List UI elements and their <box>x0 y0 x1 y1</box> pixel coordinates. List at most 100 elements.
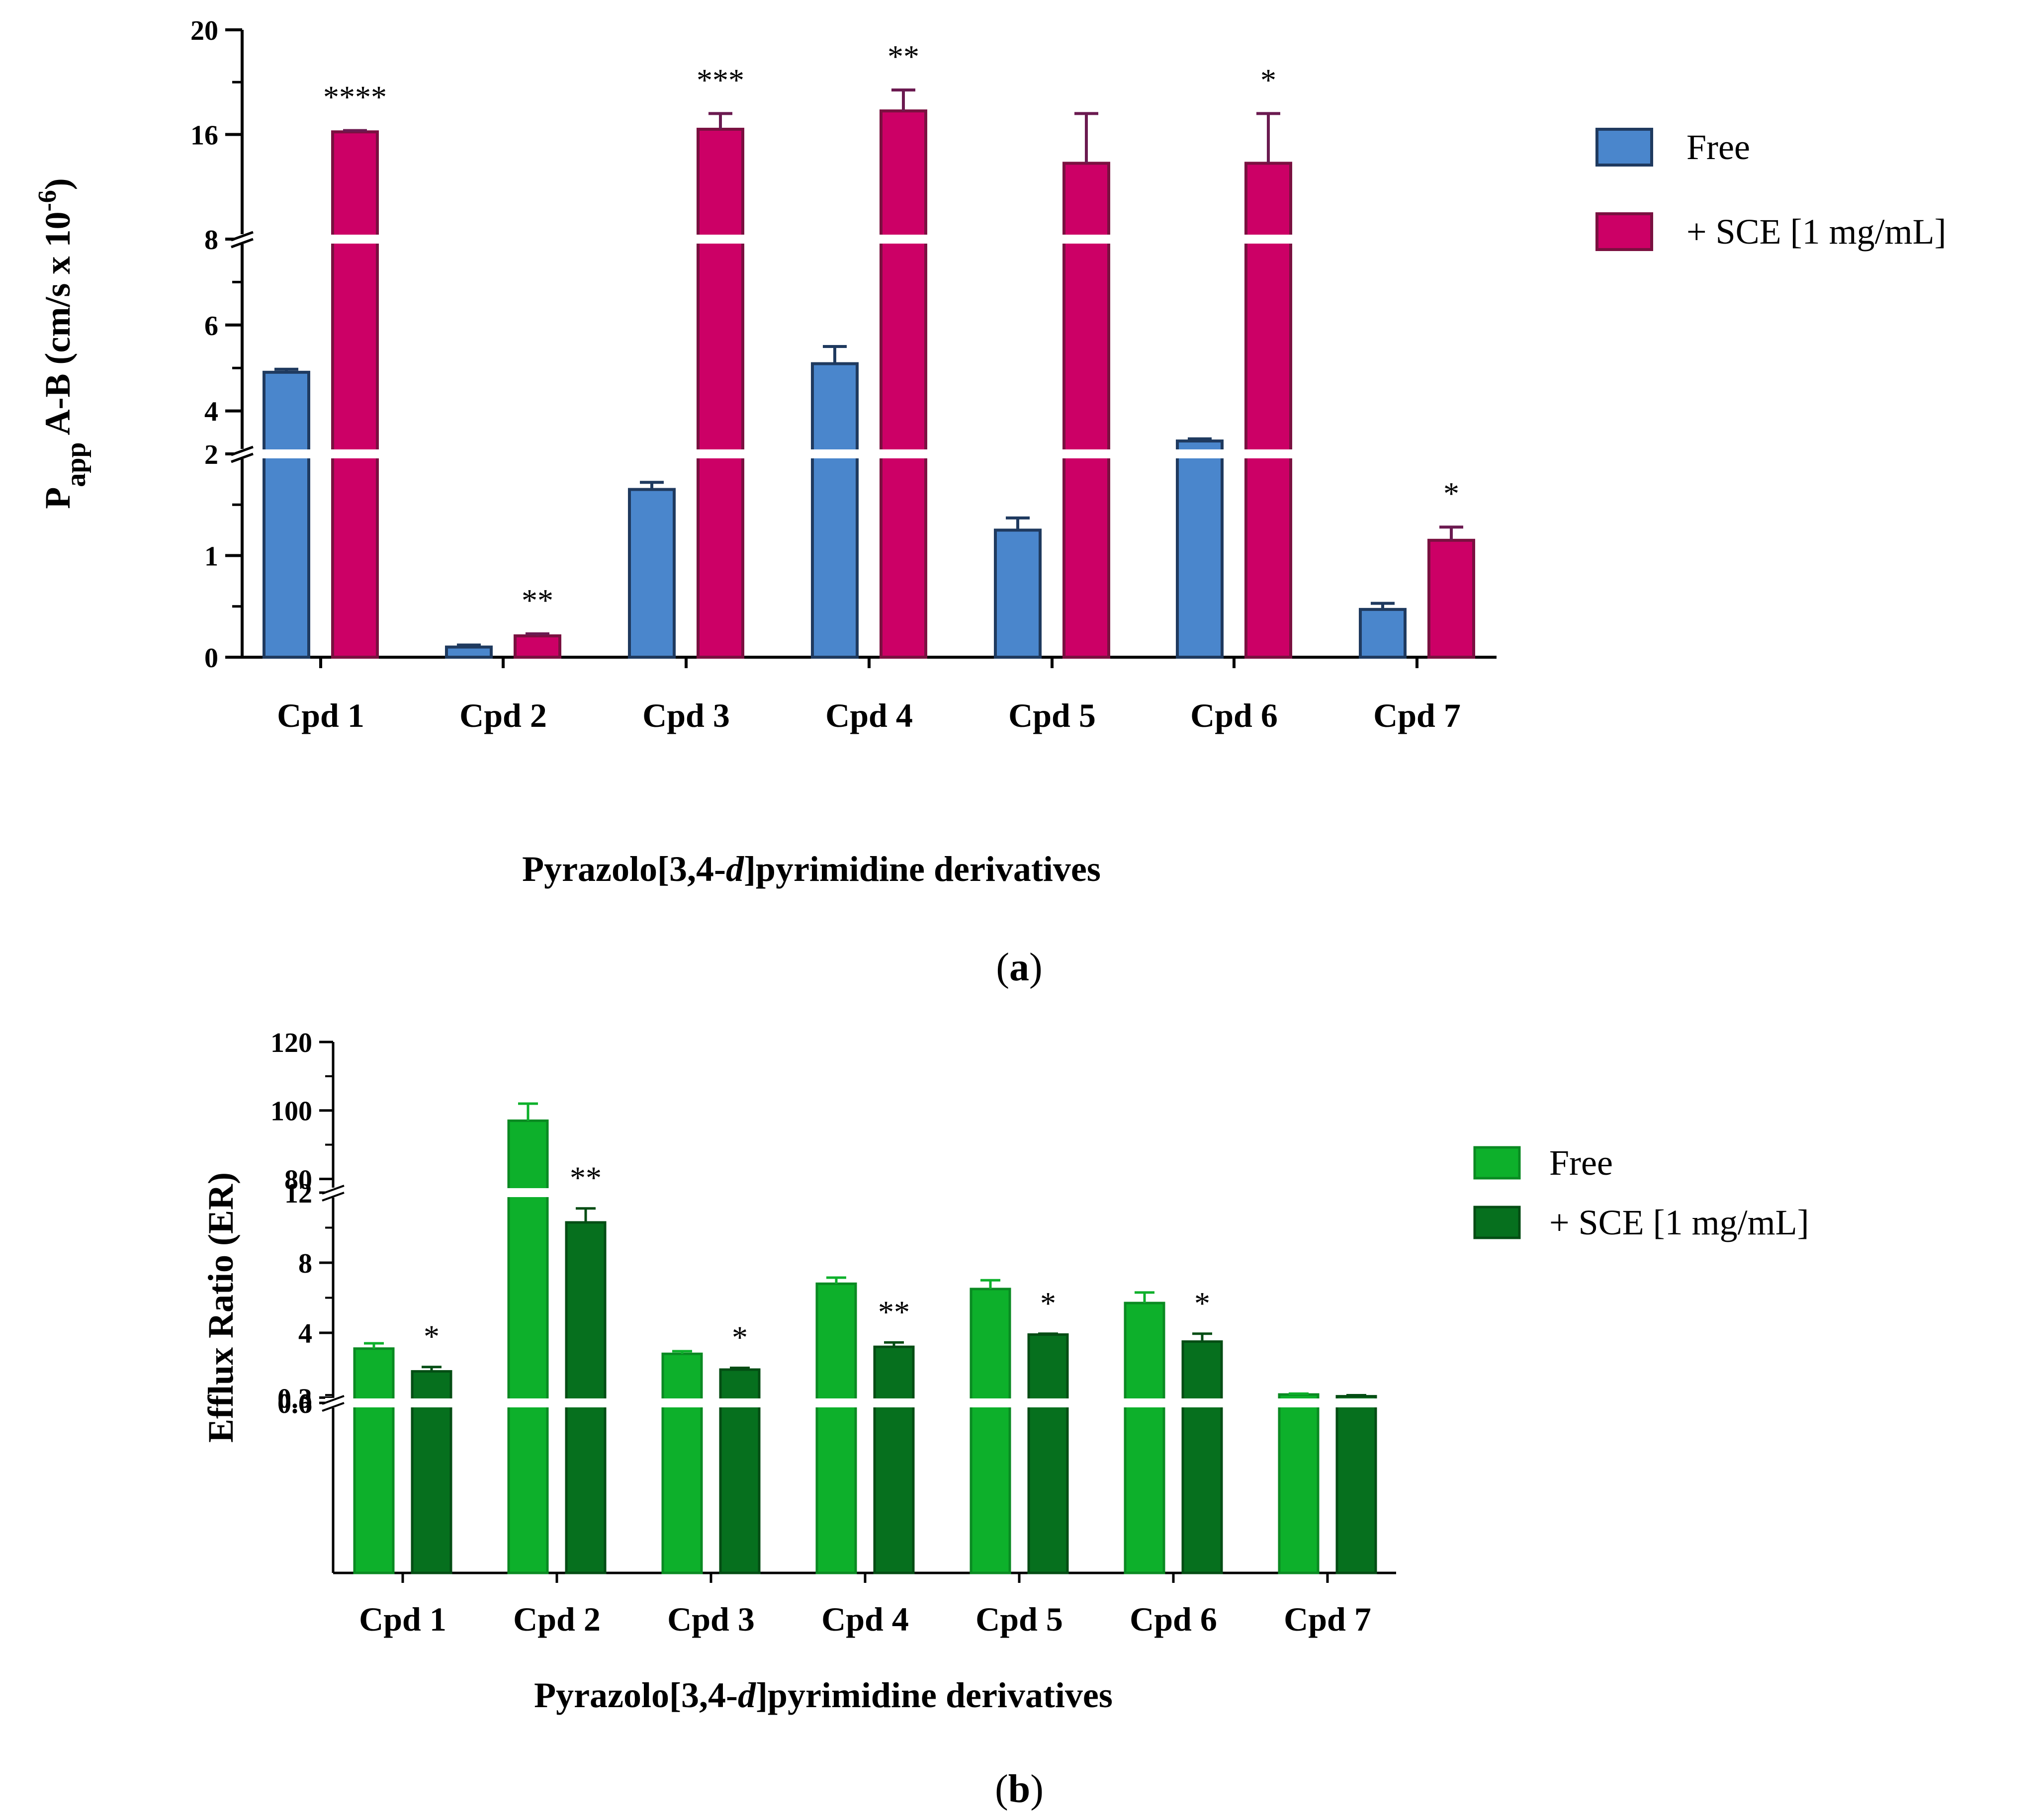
legend-swatch <box>1597 214 1652 250</box>
x-tick-label: Cpd 1 <box>359 1600 446 1638</box>
x-tick-label: Cpd 3 <box>642 696 730 734</box>
x-tick-label: Cpd 5 <box>975 1600 1063 1638</box>
x-tick-label: Cpd 2 <box>459 696 547 734</box>
y-axis-title-part: P <box>38 487 78 509</box>
significance-label: ** <box>887 39 919 74</box>
panel-label-letter: a <box>1009 946 1029 989</box>
y-tick-label: 20 <box>190 15 218 46</box>
y-tick-label: 8 <box>298 1248 312 1279</box>
y-tick-label: 0 <box>204 643 218 674</box>
legend-swatch <box>1475 1207 1519 1238</box>
legend-swatch <box>1597 129 1652 165</box>
axis-break-gap <box>335 1398 1396 1407</box>
y-tick-label: 120 <box>270 1028 312 1058</box>
x-tick-label: Cpd 7 <box>1373 696 1461 734</box>
x-axis-title: Pyrazolo[3,4-d]pyrimidine derivatives <box>534 1675 1113 1715</box>
y-tick-label: 100 <box>270 1096 312 1127</box>
bar <box>881 111 926 657</box>
bar <box>515 636 560 657</box>
legend-label: Free <box>1686 127 1750 167</box>
bar <box>875 1347 913 1573</box>
panel-label-paren: ) <box>1030 1767 1044 1811</box>
panel-label-paren: ) <box>1029 946 1043 989</box>
x-axis-title-italic: d <box>738 1675 756 1715</box>
x-axis-title: Pyrazolo[3,4-d]pyrimidine derivatives <box>522 849 1101 889</box>
panel-label-paren: ( <box>995 1767 1008 1811</box>
y-tick-label: 1 <box>204 541 218 572</box>
panel-label-letter: b <box>1008 1767 1031 1811</box>
x-axis-title-part: ]pyrimidine derivatives <box>744 849 1101 889</box>
y-tick-label: 0.6 <box>277 1388 312 1419</box>
significance-label: ** <box>878 1294 910 1329</box>
y-tick-label: 80 <box>284 1164 312 1195</box>
significance-label: * <box>1040 1286 1056 1321</box>
x-tick-label: Cpd 4 <box>821 1600 909 1638</box>
x-axis-title-part: Pyrazolo[3,4- <box>534 1675 738 1715</box>
bar <box>817 1284 856 1573</box>
bar <box>446 647 491 657</box>
legend-label: Free <box>1549 1143 1613 1183</box>
y-axis-title-subscript: app <box>61 442 91 487</box>
x-axis-title-part: ]pyrimidine derivatives <box>756 1675 1113 1715</box>
legend-label: + SCE [1 mg/mL] <box>1549 1203 1809 1242</box>
x-tick-label: Cpd 4 <box>825 696 913 734</box>
y-tick-label: 2 <box>204 439 218 470</box>
y-tick-label: 4 <box>298 1318 312 1349</box>
y-axis-title-part: A-B (cm/s x 10 <box>38 212 78 442</box>
x-axis-title-part: Pyrazolo[3,4- <box>522 849 726 889</box>
significance-label: * <box>1194 1286 1210 1321</box>
significance-label: * <box>732 1320 748 1355</box>
panel-label: (b) <box>995 1767 1044 1811</box>
y-axis-title-group: Papp A-B (cm/s x 10-6) <box>33 178 92 509</box>
x-tick-label: Cpd 1 <box>277 696 364 734</box>
axis-break-gap <box>244 235 1497 244</box>
axis-break-gap <box>244 449 1497 458</box>
x-tick-label: Cpd 3 <box>667 1600 755 1638</box>
significance-label: *** <box>697 62 744 97</box>
bar <box>1360 609 1405 657</box>
x-tick-label: Cpd 6 <box>1190 696 1278 734</box>
bar <box>333 132 377 657</box>
x-tick-label: Cpd 5 <box>1008 696 1096 734</box>
significance-label: * <box>1443 476 1459 511</box>
axis-break-gap <box>335 1188 1396 1197</box>
bar <box>698 129 743 657</box>
significance-label: ** <box>522 583 553 618</box>
bar <box>663 1354 702 1573</box>
bar <box>354 1349 393 1573</box>
y-tick-label: 6 <box>204 311 218 342</box>
bar <box>1125 1303 1164 1573</box>
y-axis-title-group: Efflux Ratio (ER) <box>201 1172 241 1443</box>
figure: 0124681620*************Cpd 1 Cpd 2 Cpd 3 Cp… <box>0 0 2034 1820</box>
bar <box>971 1289 1010 1573</box>
significance-label: **** <box>323 80 387 115</box>
bar <box>1177 441 1222 657</box>
x-axis-title-italic: d <box>726 849 744 889</box>
bar <box>566 1222 605 1573</box>
bar <box>1279 1394 1318 1573</box>
bar <box>995 530 1040 657</box>
legend-swatch <box>1475 1147 1519 1178</box>
x-tick-label: Cpd 6 <box>1130 1600 1217 1638</box>
y-tick-label: 16 <box>190 120 218 151</box>
bar <box>1429 540 1474 657</box>
y-axis-title: Papp A-B (cm/s x 10-6) <box>33 178 92 509</box>
x-tick-label: Cpd 7 <box>1284 1600 1371 1638</box>
y-tick-label: 8 <box>204 225 218 256</box>
panel-label: (a) <box>996 946 1042 989</box>
y-axis-title: Efflux Ratio (ER) <box>201 1172 241 1443</box>
panel-label-paren: ( <box>996 946 1009 989</box>
significance-label: * <box>424 1319 440 1354</box>
y-tick-label: 4 <box>204 397 218 428</box>
x-tick-label: Cpd 2 <box>513 1600 601 1638</box>
bar <box>264 372 309 657</box>
bar <box>1183 1342 1222 1573</box>
legend-label: + SCE [1 mg/mL] <box>1686 212 1946 252</box>
bar <box>629 490 674 657</box>
bar <box>1337 1396 1376 1573</box>
bar <box>1029 1335 1067 1573</box>
y-axis-title-superscript: -6 <box>33 190 62 211</box>
y-axis-title-part: ) <box>38 178 78 190</box>
